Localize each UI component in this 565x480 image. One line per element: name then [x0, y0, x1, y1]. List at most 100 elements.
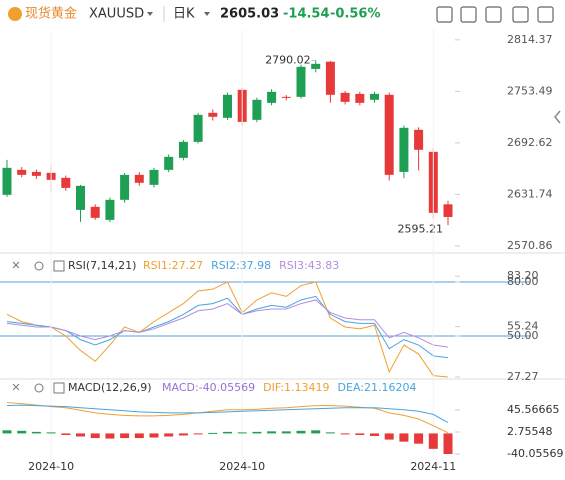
- candle: [164, 156, 174, 170]
- macd-bar: [76, 433, 85, 437]
- macd-bar: [46, 432, 56, 434]
- macd-bar: [61, 433, 71, 435]
- macd-bar: [149, 433, 159, 438]
- macd-bar: [252, 431, 262, 434]
- macd-bar: [90, 433, 100, 439]
- y-tick-label: 45.56665: [507, 403, 560, 416]
- macd-line: [6, 402, 449, 434]
- legend-entry: MACD:-40.05569: [162, 381, 255, 394]
- instrument-name[interactable]: 现货黄金: [25, 6, 77, 22]
- y-tick-label: 27.27: [507, 370, 539, 383]
- legend-entry: RSI2:37.98: [211, 259, 271, 272]
- macd-bar: [355, 433, 365, 435]
- settings-icon[interactable]: [34, 261, 44, 271]
- candle: [252, 99, 262, 120]
- candle: [31, 171, 41, 176]
- min-label: 2595.21: [398, 222, 444, 235]
- macd-bar: [193, 433, 203, 435]
- macd-bar: [325, 432, 335, 434]
- candle: [399, 127, 409, 172]
- candle: [311, 63, 321, 69]
- candle: [120, 174, 130, 200]
- y-tick-label: 2753.49: [507, 84, 553, 97]
- macd-bar: [311, 430, 321, 434]
- candle: [105, 199, 115, 220]
- y-tick-label: -40.05569: [507, 447, 563, 460]
- indicator-title: RSI(7,14,21): [68, 259, 136, 272]
- candle: [267, 91, 277, 103]
- macd-bar: [237, 432, 247, 434]
- macd-bar: [31, 431, 41, 434]
- y-tick-label: 83.20: [507, 269, 539, 282]
- y-tick-label: 55.24: [507, 320, 539, 333]
- change-pct: -0.56%: [330, 7, 381, 22]
- macd-bar: [267, 431, 277, 434]
- candle: [76, 185, 85, 210]
- macd-bar: [164, 433, 174, 437]
- toolbar: [0, 0, 565, 28]
- x-tick-label: 2024-10: [219, 460, 265, 473]
- x-tick-label: 2024-11: [410, 460, 456, 473]
- y-tick-label: 2692.62: [507, 136, 553, 149]
- y-tick-label: 80.00: [507, 275, 539, 288]
- x-tick-label: 2024-10: [28, 460, 74, 473]
- macd-bar: [223, 431, 232, 434]
- collapse-arrow[interactable]: [554, 110, 561, 124]
- params-icon[interactable]: [53, 260, 65, 272]
- candle: [340, 92, 350, 102]
- candle: [90, 206, 100, 218]
- y-tick-label: 2814.37: [507, 33, 553, 46]
- y-tick-label: 50.00: [507, 329, 539, 342]
- macd-bar: [17, 430, 27, 434]
- candle: [223, 94, 232, 118]
- candle: [208, 112, 218, 117]
- compare-button[interactable]: [485, 6, 502, 23]
- draw-tool-button[interactable]: [436, 6, 453, 23]
- macd-bar: [296, 430, 306, 434]
- macd-bar: [370, 433, 379, 436]
- y-tick-label: 2.75548: [507, 425, 553, 438]
- legend-entry: DEA:21.16204: [338, 381, 417, 394]
- price: 2605.03: [220, 7, 279, 22]
- candle: [17, 169, 27, 175]
- symbol[interactable]: XAUUSD: [89, 7, 144, 22]
- macd-bar: [2, 430, 12, 434]
- macd-bar: [178, 433, 188, 436]
- macd-bar: [281, 431, 291, 434]
- settings-button[interactable]: [537, 6, 554, 23]
- legend-entry: DIF:1.13419: [263, 381, 329, 394]
- candle: [414, 129, 424, 150]
- rsi-line: [6, 295, 449, 359]
- candle: [443, 204, 453, 217]
- fullscreen-button[interactable]: [512, 6, 529, 23]
- macd-bar: [428, 433, 438, 449]
- candle: [193, 114, 203, 142]
- macd-bar: [399, 433, 409, 442]
- macd-bar: [414, 433, 424, 444]
- rsi-line: [6, 281, 449, 378]
- macd-bar: [120, 433, 130, 439]
- candle: [149, 169, 159, 185]
- params-icon[interactable]: [53, 382, 65, 394]
- legend-entry: RSI1:27.27: [143, 259, 203, 272]
- candle: [325, 61, 335, 95]
- dropdown-arrow[interactable]: [204, 12, 210, 16]
- close-icon[interactable]: [12, 261, 20, 269]
- legend-entry: RSI3:43.83: [279, 259, 339, 272]
- close-icon[interactable]: [12, 383, 20, 391]
- macd-bar: [384, 433, 394, 440]
- candle: [355, 93, 365, 103]
- indicator-title: MACD(12,26,9): [68, 381, 152, 394]
- candle: [281, 96, 291, 98]
- candle: [296, 66, 306, 97]
- dropdown-arrow[interactable]: [147, 12, 153, 16]
- candle: [134, 174, 144, 183]
- macd-bar: [105, 433, 115, 439]
- max-label: 2790.02: [265, 53, 311, 66]
- period[interactable]: 日K: [173, 7, 195, 22]
- indicator-button[interactable]: [460, 6, 477, 23]
- macd-bar: [443, 433, 453, 455]
- settings-icon[interactable]: [34, 383, 44, 393]
